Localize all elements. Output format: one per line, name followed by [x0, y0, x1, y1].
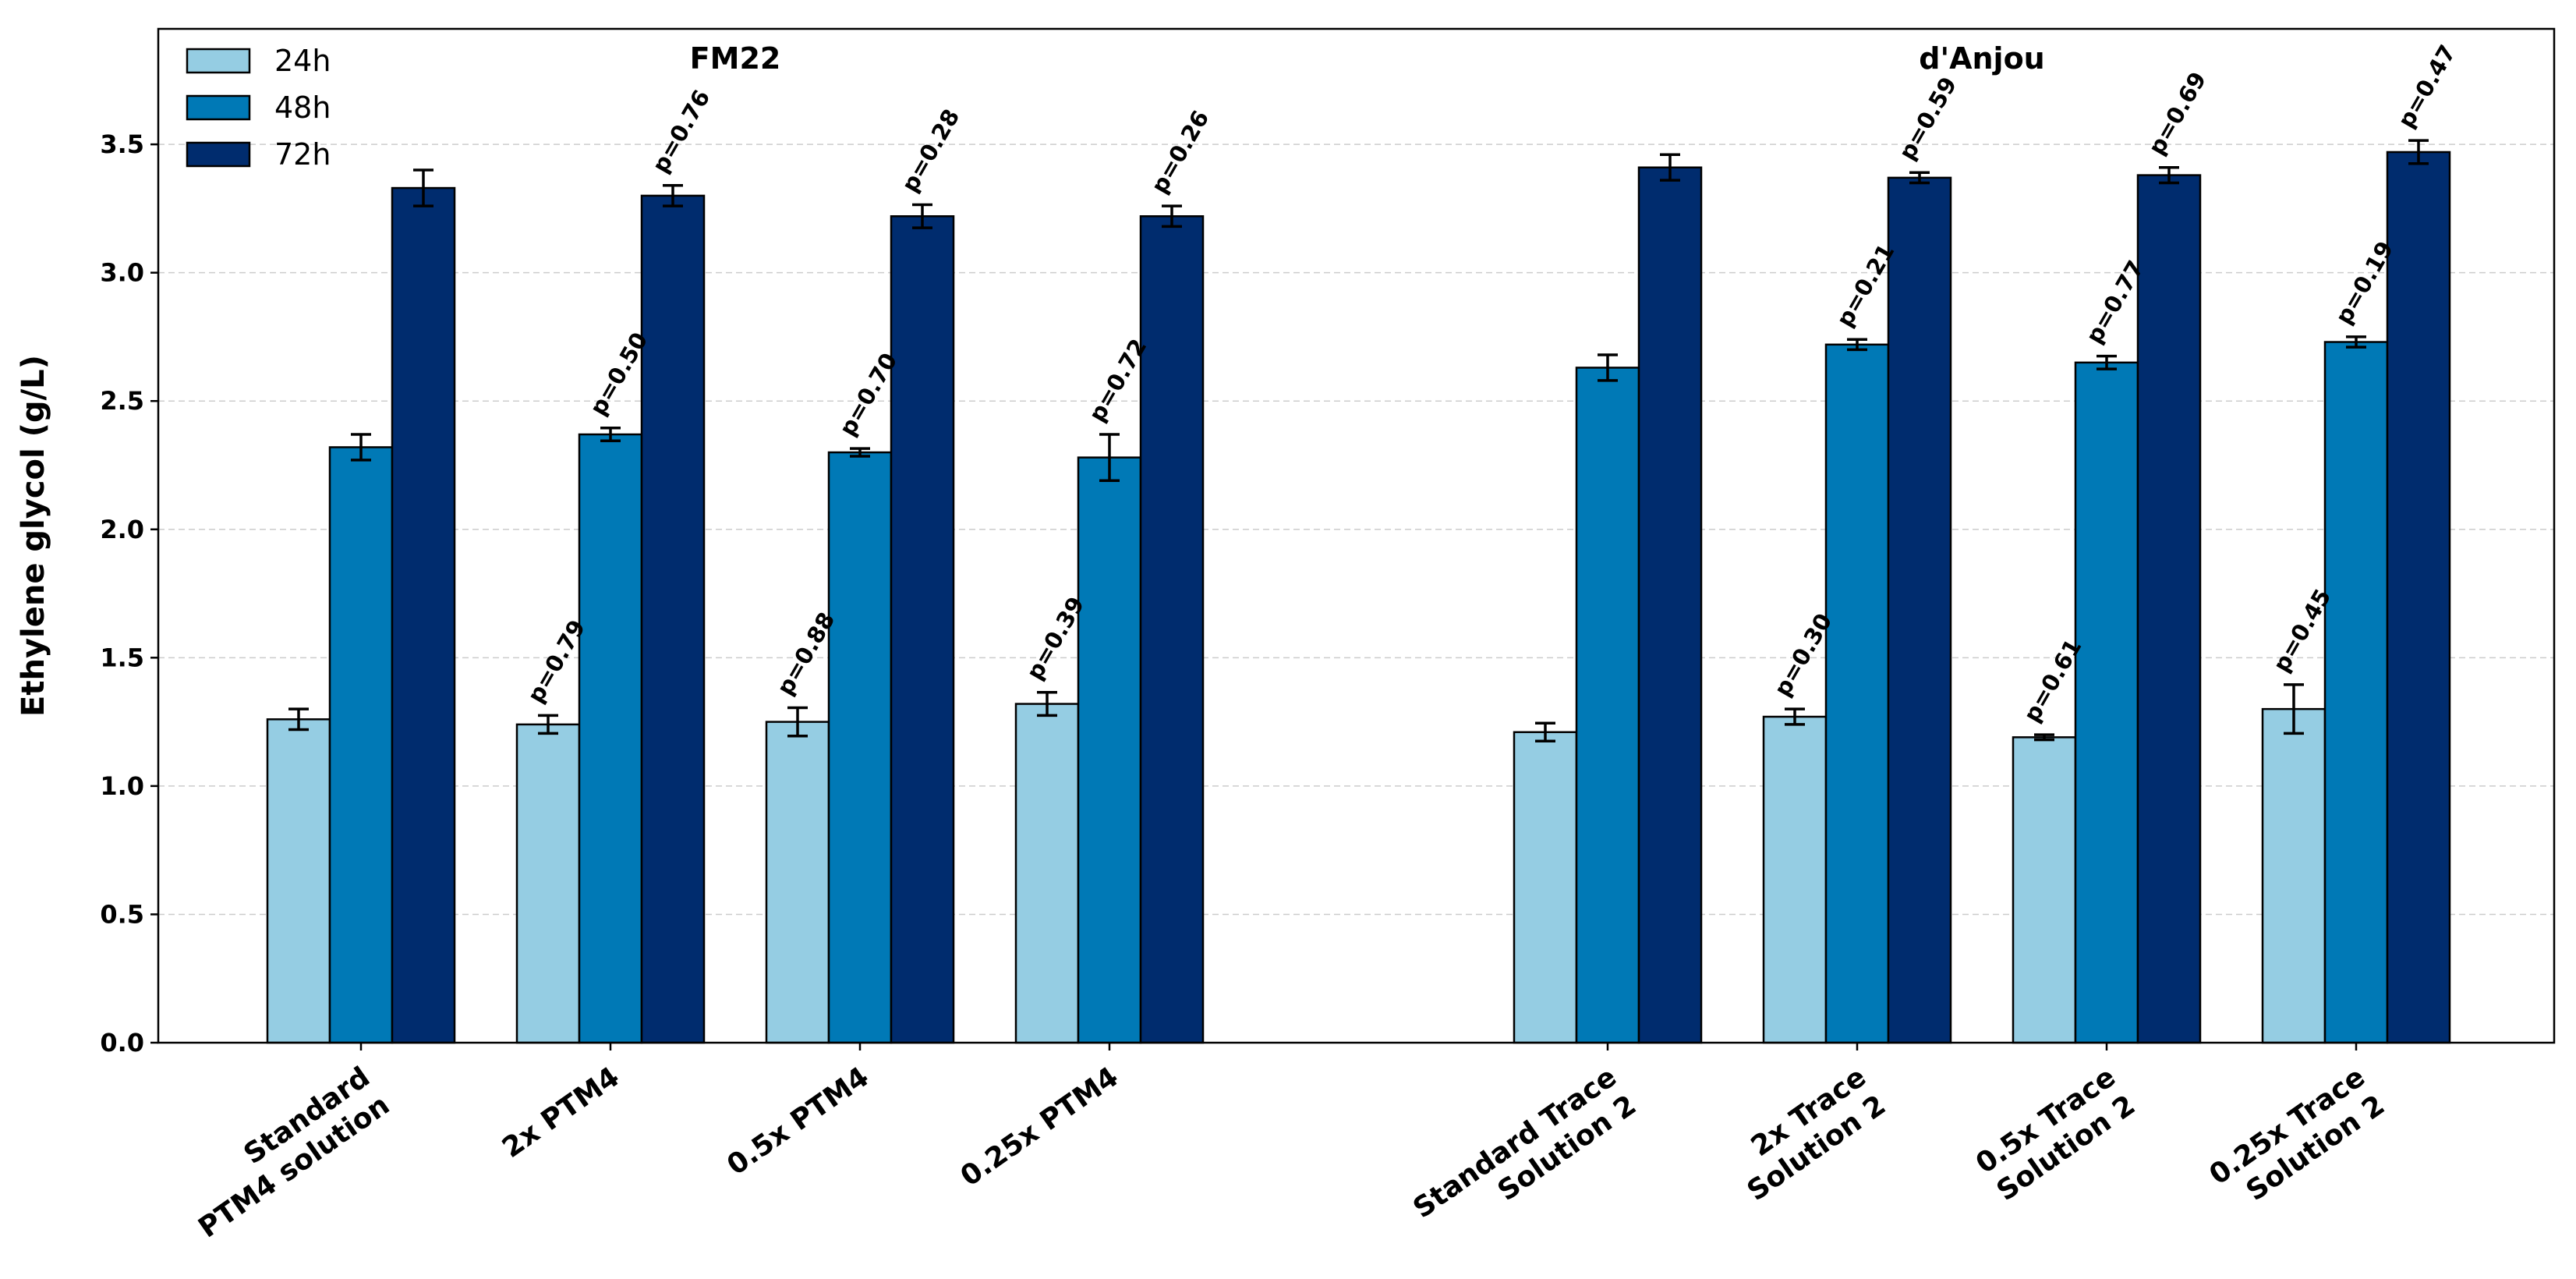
bar-72h [2136, 174, 2202, 1044]
y-tick-label: 2.0 [100, 515, 144, 544]
legend-label: 24h [274, 44, 331, 78]
category-label: 0.25x PTM4 [955, 1061, 1124, 1192]
plot-frame [157, 27, 2556, 1044]
axes-layer: 0.0 0.5 1.0 1.5 2.0 2.5 3.0 3.5 [100, 27, 2556, 1058]
p-value-label: p=0.59 [1894, 73, 1962, 165]
legend-label: 48h [274, 90, 331, 125]
bar-72h [1139, 215, 1205, 1044]
legend: 24h 48h 72h [186, 44, 331, 172]
bar-48h [827, 451, 893, 1044]
bar-48h [578, 433, 643, 1044]
y-tick-label: 1.0 [100, 771, 144, 801]
y-tick-label: 0.5 [100, 899, 144, 929]
bar-24h [1762, 715, 1828, 1044]
p-value-label: p=0.76 [647, 85, 716, 177]
category-label: 0.25x TraceSolution 2 [2204, 1061, 2391, 1219]
bar-48h [2323, 341, 2389, 1044]
bar-72h [640, 194, 706, 1044]
legend-swatch-48h [186, 94, 251, 121]
category-label: 2x TraceSolution 2 [1722, 1061, 1892, 1207]
y-axis-label: Ethylene glycol (g/L) [16, 355, 51, 717]
y-tick-label: 2.5 [100, 386, 144, 416]
category-label: 0.5x PTM4 [721, 1061, 875, 1182]
category-label: 0.5x TraceSolution 2 [1970, 1061, 2141, 1208]
category-label: StandardPTM4 solution [173, 1061, 395, 1244]
bar-24h [2261, 707, 2327, 1044]
group-title: d'Anjou [1919, 41, 2044, 76]
y-tick-label: 3.0 [100, 258, 144, 288]
category-label: Standard TraceSolution 2 [1407, 1061, 1642, 1252]
bar-24h [1513, 731, 1578, 1044]
bar-48h [328, 446, 394, 1044]
p-value-label: p=0.26 [1146, 106, 1215, 198]
bar-72h [391, 186, 456, 1044]
y-tick-label: 0.0 [100, 1028, 144, 1058]
bar-24h [2012, 736, 2077, 1044]
bar-72h [890, 215, 955, 1044]
p-value-label: p=0.69 [2143, 67, 2212, 159]
group-title: FM22 [690, 41, 781, 76]
bar-48h [1824, 343, 1890, 1044]
bar-72h [2386, 151, 2451, 1044]
bar-48h [1575, 367, 1640, 1044]
bar-24h [266, 718, 331, 1044]
bar-48h [1077, 456, 1142, 1044]
bar-48h [2074, 361, 2139, 1044]
legend-swatch-24h [186, 48, 251, 74]
p-value-label: p=0.28 [897, 105, 965, 197]
bar-24h [515, 723, 581, 1044]
bars-layer [266, 139, 2451, 1044]
legend-label: 72h [274, 137, 331, 172]
bar-24h [765, 721, 830, 1044]
p-value-label: p=0.47 [2393, 41, 2461, 133]
category-label: 2x PTM4 [497, 1061, 625, 1164]
y-tick-label: 1.5 [100, 643, 144, 672]
y-tick-label: 3.5 [100, 129, 144, 159]
legend-swatch-72h [186, 141, 251, 168]
bar-72h [1637, 166, 1703, 1044]
bar-24h [1014, 703, 1080, 1044]
bar-72h [1887, 176, 1952, 1044]
